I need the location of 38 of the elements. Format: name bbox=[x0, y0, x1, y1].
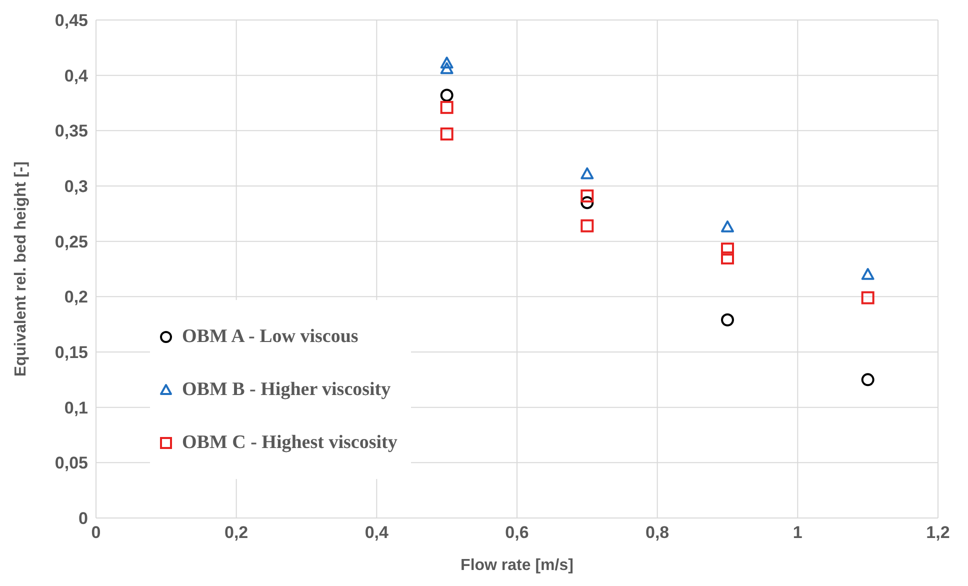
point bbox=[721, 242, 734, 256]
point bbox=[440, 62, 454, 74]
y-tick-label: 0,3 bbox=[64, 177, 88, 196]
legend-label: OBM C - Highest viscosity bbox=[182, 432, 398, 454]
x-tick-label: 0,2 bbox=[224, 523, 248, 542]
x-tick-label: 0,8 bbox=[646, 523, 670, 542]
point bbox=[721, 220, 734, 232]
point bbox=[580, 219, 594, 232]
point bbox=[440, 88, 454, 102]
x-tick-label: 0,6 bbox=[505, 523, 529, 542]
legend-label: OBM A - Low viscous bbox=[182, 326, 358, 348]
x-axis-title: Flow rate [m/s] bbox=[460, 557, 574, 574]
x-tick-label: 0,4 bbox=[364, 523, 390, 542]
y-tick-label: 0,4 bbox=[64, 66, 89, 86]
y-tick-label: 0 bbox=[78, 509, 88, 528]
point bbox=[440, 56, 454, 69]
y-tick-label: 0,15 bbox=[54, 343, 88, 362]
y-tick-label: 0,2 bbox=[64, 288, 88, 307]
point bbox=[721, 251, 734, 264]
y-tick-label: 0,25 bbox=[54, 232, 88, 252]
point bbox=[580, 167, 594, 180]
y-tick-label: 0,35 bbox=[54, 122, 88, 141]
legend-label: OBM B - Higher viscosity bbox=[182, 378, 391, 400]
y-axis-title: Equivalent rel. bed height [-] bbox=[12, 161, 30, 377]
x-tick-label: 0 bbox=[91, 523, 101, 542]
point bbox=[580, 196, 594, 210]
y-tick-label: 0,05 bbox=[54, 454, 88, 473]
y-tick-label: 0,45 bbox=[54, 11, 88, 30]
x-tick-label: 1,2 bbox=[926, 523, 950, 542]
y-tick-label: 0,1 bbox=[64, 398, 88, 418]
point bbox=[721, 313, 734, 326]
point bbox=[580, 189, 594, 202]
point bbox=[440, 127, 454, 140]
point bbox=[861, 268, 874, 280]
point bbox=[440, 100, 454, 114]
x-tick-label: 1 bbox=[792, 523, 802, 542]
point bbox=[861, 373, 874, 386]
point bbox=[861, 291, 874, 304]
